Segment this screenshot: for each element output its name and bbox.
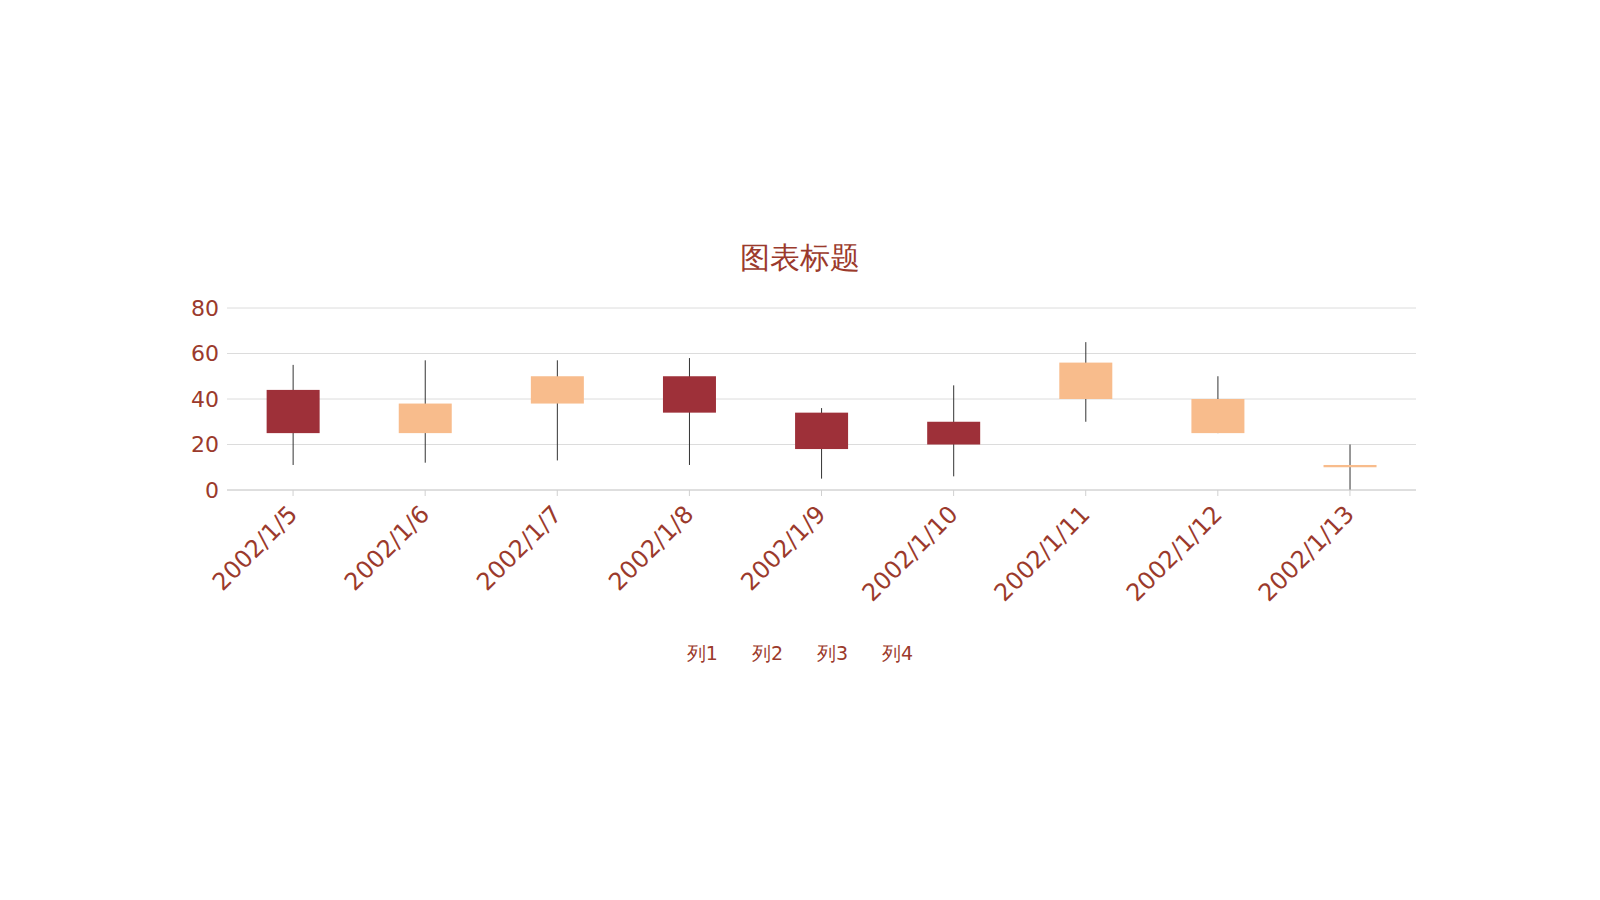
html-text:列1: 列1 <box>686 642 718 664</box>
svg-text:20: 20 <box>191 432 219 457</box>
svg-text:2002/1/11: 2002/1/11 <box>989 500 1096 607</box>
svg-text:40: 40 <box>191 387 219 412</box>
svg-text:2002/1/13: 2002/1/13 <box>1253 500 1360 607</box>
svg-text:2002/1/6: 2002/1/6 <box>339 500 435 596</box>
html-text:列4: 列4 <box>882 642 914 664</box>
svg-text:80: 80 <box>191 296 219 321</box>
html-text:列3: 列3 <box>817 642 849 664</box>
svg-text:2002/1/8: 2002/1/8 <box>603 500 699 596</box>
svg-text:2002/1/10: 2002/1/10 <box>857 500 964 607</box>
svg-text:60: 60 <box>191 341 219 366</box>
svg-text:0: 0 <box>205 478 219 503</box>
html-text:图表标题: 图表标题 <box>740 240 860 275</box>
svg-text:2002/1/9: 2002/1/9 <box>735 500 831 596</box>
html-text:列2: 列2 <box>751 642 783 664</box>
svg-text:2002/1/12: 2002/1/12 <box>1121 500 1228 607</box>
svg-text:2002/1/7: 2002/1/7 <box>471 500 567 596</box>
svg-text:2002/1/5: 2002/1/5 <box>207 500 303 596</box>
